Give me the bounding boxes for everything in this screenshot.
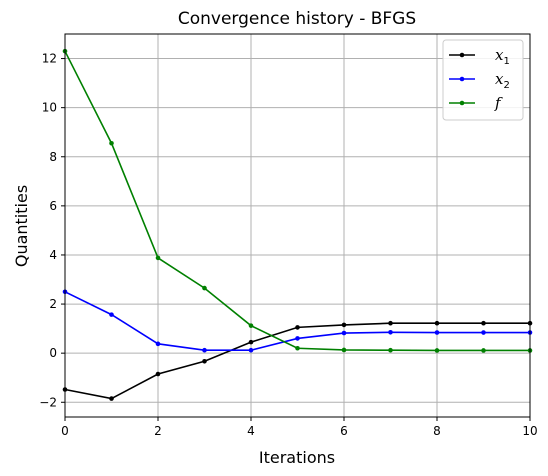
series-lines [62, 48, 533, 401]
y-tick-label: 6 [49, 199, 57, 213]
legend-label-name: x [495, 46, 504, 64]
x-tick-label: 10 [522, 424, 537, 438]
data-point [155, 341, 161, 347]
data-point [388, 320, 393, 326]
data-point [202, 358, 207, 364]
legend-label: x2 [495, 70, 510, 91]
data-point [109, 312, 114, 317]
chart-title: Convergence history - BFGS [178, 9, 416, 29]
data-point [109, 140, 114, 146]
series-line [64, 291, 530, 352]
legend-marker [459, 76, 465, 82]
legend-label: f [494, 94, 503, 112]
y-tick-label: −2 [39, 395, 57, 409]
series-x1 [62, 320, 533, 401]
data-point [341, 347, 347, 353]
data-point [295, 336, 300, 341]
legend-label-subscript: 1 [503, 56, 509, 67]
data-point [481, 320, 486, 326]
x-axis-label: Iterations [259, 448, 335, 467]
data-point [481, 330, 486, 335]
data-point [341, 330, 347, 336]
series-x2 [62, 289, 533, 353]
data-point [202, 347, 207, 353]
data-point [434, 348, 440, 353]
legend-item: f [449, 94, 503, 112]
y-axis-label: Quantities [12, 185, 31, 267]
data-point [155, 255, 161, 261]
legend-marker [459, 52, 465, 58]
legend-box [442, 39, 524, 121]
legend-item: x1 [449, 46, 510, 67]
y-tick-label: 8 [49, 150, 57, 164]
data-point [248, 347, 254, 353]
x-tick-label: 0 [61, 424, 69, 438]
series-f [62, 48, 533, 353]
data-point [481, 348, 486, 353]
data-point [388, 329, 393, 335]
y-tick-label: 10 [42, 101, 57, 115]
plot-area-frame [64, 33, 531, 418]
legend-item: x2 [449, 70, 510, 91]
y-tick-label: 4 [49, 248, 57, 262]
data-point [109, 396, 114, 401]
x-tick-label: 4 [247, 424, 255, 438]
series-line [64, 322, 530, 400]
data-point [295, 345, 300, 351]
data-point [434, 320, 440, 326]
data-point [341, 322, 347, 328]
y-tick-label: 0 [49, 346, 57, 360]
data-point [295, 325, 300, 330]
data-point [155, 371, 161, 377]
data-point [248, 339, 254, 345]
legend-label: x1 [495, 46, 510, 67]
data-point [248, 323, 254, 328]
x-tick-label: 6 [340, 424, 348, 438]
data-point [202, 285, 207, 291]
data-point [388, 347, 393, 353]
x-tick-label: 2 [154, 424, 162, 438]
y-tick-label: 2 [49, 297, 57, 311]
legend-label-name: x [495, 70, 504, 88]
data-point [434, 330, 440, 335]
legend-marker [459, 100, 465, 106]
legend-label-subscript: 2 [503, 80, 509, 91]
y-tick-label: 12 [42, 52, 57, 66]
x-tick-label: 8 [433, 424, 441, 438]
legend-label-name: f [494, 94, 503, 112]
